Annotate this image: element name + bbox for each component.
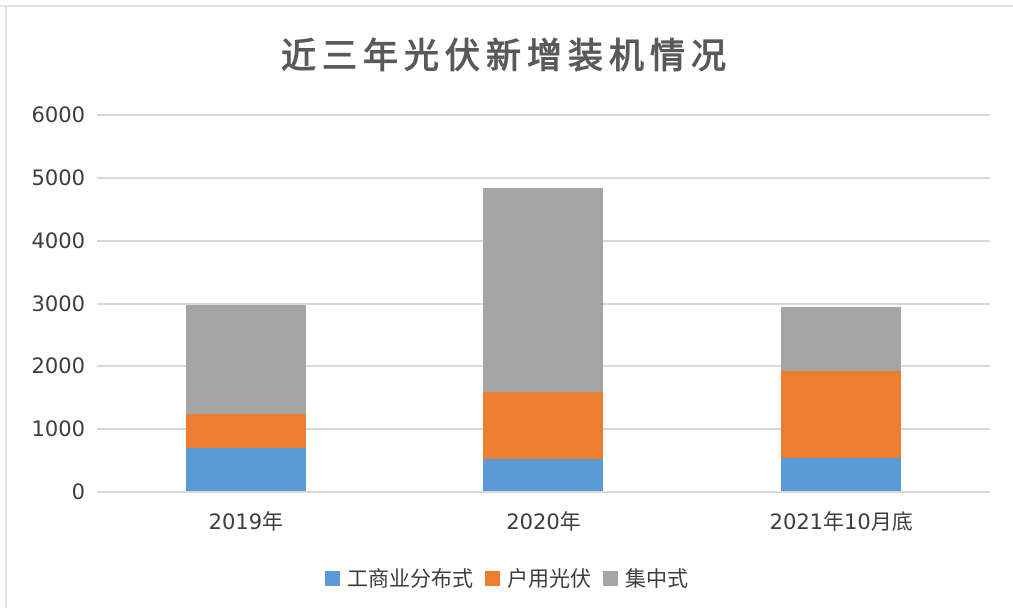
legend-label: 户用光伏 [507, 567, 591, 591]
frame-top-border [0, 5, 1013, 7]
legend-label: 工商业分布式 [347, 567, 473, 591]
gridline-5000 [97, 176, 990, 179]
y-tick-label-4000: 4000 [31, 228, 85, 253]
bar-segment-commercial-distributed [781, 458, 902, 491]
y-tick-label-6000: 6000 [31, 103, 85, 127]
legend-swatch-icon [603, 570, 618, 586]
bar-slot-2020年 [395, 115, 693, 492]
x-axis: 2019年 2020年 2021年10月底 [97, 506, 990, 536]
legend-label: 集中式 [625, 567, 688, 591]
x-tick-label-2021年10月底: 2021年10月底 [769, 510, 913, 534]
bar-segment-commercial-distributed [185, 448, 306, 491]
y-tick-label-3000: 3000 [31, 291, 85, 316]
frame-left-border [5, 5, 7, 608]
stacked-bar-2019年 [185, 305, 306, 491]
bar-segment-residential [781, 371, 902, 459]
gridline-0 [97, 491, 990, 493]
legend-item-centralized: 集中式 [603, 563, 688, 593]
gridline-6000 [97, 114, 990, 116]
stacked-bar-2020年 [483, 188, 604, 491]
chart-title: 近三年光伏新增装机情况 [280, 37, 732, 77]
legend: 工商业分布式 户用光伏 集中式 [0, 563, 1013, 593]
stacked-bar-2021年10月底 [781, 306, 902, 491]
legend-swatch-icon [325, 570, 340, 586]
y-tick-label-5000: 5000 [31, 165, 85, 190]
x-tick-label-2020年: 2020年 [506, 510, 581, 534]
y-tick-label-2000: 2000 [31, 354, 85, 379]
legend-swatch-icon [485, 570, 500, 586]
legend-item-residential: 户用光伏 [485, 563, 591, 593]
bar-slot-2019年 [97, 115, 395, 492]
bar-segment-residential [185, 414, 306, 449]
bar-segment-centralized [483, 188, 604, 393]
bar-segment-centralized [781, 306, 902, 371]
y-tick-label-1000: 1000 [31, 417, 85, 442]
bar-segment-residential [483, 392, 604, 459]
bar-segment-centralized [185, 305, 306, 415]
y-axis: 0 1000 2000 3000 4000 5000 6000 [0, 103, 85, 504]
x-tick-label-2019年: 2019年 [208, 510, 284, 534]
bar-slot-2021年10月底 [692, 115, 990, 492]
bar-segment-commercial-distributed [483, 458, 604, 491]
legend-item-commercial-distributed: 工商业分布式 [325, 563, 473, 593]
y-tick-label-0: 0 [71, 480, 85, 504]
plot-area [97, 114, 990, 493]
